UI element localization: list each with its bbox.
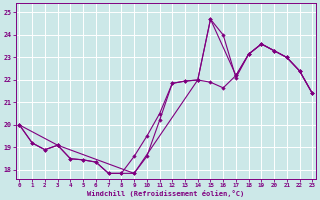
X-axis label: Windchill (Refroidissement éolien,°C): Windchill (Refroidissement éolien,°C) bbox=[87, 190, 244, 197]
